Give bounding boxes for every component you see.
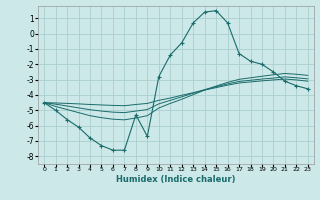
X-axis label: Humidex (Indice chaleur): Humidex (Indice chaleur) [116, 175, 236, 184]
